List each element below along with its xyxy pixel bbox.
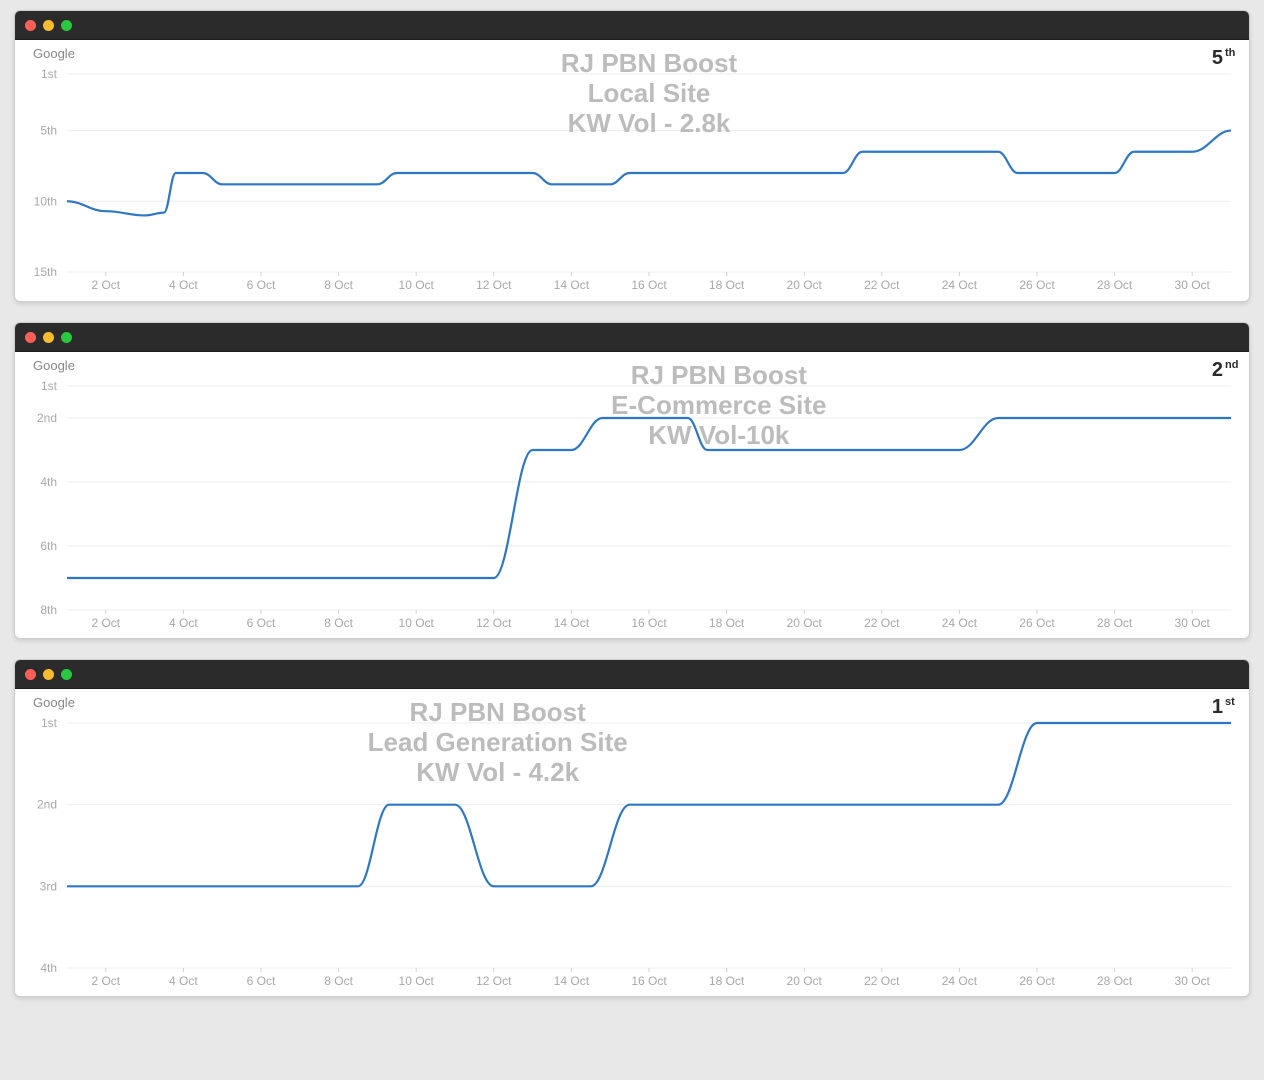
titlebar: [15, 11, 1249, 40]
x-tick-label: 28 Oct: [1097, 616, 1133, 630]
rank-badge-suffix: nd: [1225, 359, 1238, 371]
x-tick-label: 18 Oct: [709, 616, 745, 630]
minimize-icon[interactable]: [43, 332, 54, 343]
x-tick-label: 6 Oct: [247, 974, 276, 988]
source-label: Google: [33, 46, 75, 61]
x-tick-label: 6 Oct: [247, 616, 276, 630]
y-tick-label: 8th: [40, 603, 57, 617]
x-tick-label: 22 Oct: [864, 974, 900, 988]
x-tick-label: 26 Oct: [1019, 616, 1055, 630]
watermark-line: KW Vol-10k: [648, 420, 790, 450]
x-tick-label: 2 Oct: [91, 974, 120, 988]
x-tick-label: 14 Oct: [554, 616, 590, 630]
rank-badge-number: 5: [1212, 47, 1223, 69]
x-tick-label: 18 Oct: [709, 278, 745, 292]
x-tick-label: 22 Oct: [864, 616, 900, 630]
y-tick-label: 3rd: [40, 879, 57, 893]
watermark-line: RJ PBN Boost: [410, 697, 587, 727]
window-panel-ecom: 1st 2nd 4th 6th 8th 2 Oct 4 Oct 6 Oct 8 Oct 10 Oc…: [14, 322, 1250, 639]
titlebar: [15, 323, 1249, 352]
maximize-icon[interactable]: [61, 669, 72, 680]
y-tick-label: 1st: [41, 379, 58, 393]
window-panel-leadgen: 1st2nd3rd4th2 Oct4 Oct6 Oct8 Oct10 Oct12…: [14, 659, 1250, 997]
chart-area: 1st 2nd 4th 6th 8th 2 Oct 4 Oct 6 Oct 8 Oct 10 Oc…: [15, 352, 1249, 636]
x-tick-label: 30 Oct: [1175, 278, 1211, 292]
titlebar: [15, 660, 1249, 689]
chart-area: 1st2nd3rd4th2 Oct4 Oct6 Oct8 Oct10 Oct12…: [15, 689, 1249, 994]
watermark-line: RJ PBN Boost: [631, 360, 808, 390]
y-tick-label: 4th: [40, 475, 57, 489]
y-tick-label: 2nd: [37, 411, 57, 425]
x-tick-label: 14 Oct: [554, 278, 590, 292]
maximize-icon[interactable]: [61, 332, 72, 343]
x-tick-label: 18 Oct: [709, 974, 745, 988]
minimize-icon[interactable]: [43, 20, 54, 31]
x-tick-label: 12 Oct: [476, 616, 512, 630]
watermark-line: RJ PBN Boost: [561, 48, 738, 78]
x-tick-label: 12 Oct: [476, 974, 512, 988]
watermark-line: Local Site: [588, 78, 711, 108]
y-tick-label: 5th: [40, 124, 57, 138]
x-tick-label: 10 Oct: [399, 278, 435, 292]
x-tick-label: 24 Oct: [942, 974, 978, 988]
minimize-icon[interactable]: [43, 669, 54, 680]
x-tick-label: 22 Oct: [864, 278, 900, 292]
y-tick-label: 1st: [41, 67, 58, 81]
x-tick-label: 28 Oct: [1097, 278, 1133, 292]
x-tick-label: 16 Oct: [631, 278, 667, 292]
y-tick-label: 10th: [34, 194, 57, 208]
x-tick-label: 4 Oct: [169, 278, 198, 292]
x-tick-label: 10 Oct: [399, 974, 435, 988]
y-tick-label: 6th: [40, 539, 57, 553]
x-tick-label: 26 Oct: [1019, 974, 1055, 988]
y-tick-label: 4th: [40, 961, 57, 975]
x-tick-label: 26 Oct: [1019, 278, 1055, 292]
close-icon[interactable]: [25, 669, 36, 680]
maximize-icon[interactable]: [61, 20, 72, 31]
x-tick-label: 24 Oct: [942, 278, 978, 292]
x-tick-label: 20 Oct: [787, 974, 823, 988]
x-tick-label: 20 Oct: [787, 278, 823, 292]
x-tick-label: 14 Oct: [554, 974, 590, 988]
x-tick-label: 2 Oct: [91, 616, 120, 630]
x-tick-label: 8 Oct: [324, 616, 353, 630]
x-tick-label: 8 Oct: [324, 974, 353, 988]
watermark-line: Lead Generation Site: [368, 727, 628, 757]
watermark-line: E-Commerce Site: [611, 390, 826, 420]
x-tick-label: 2 Oct: [91, 278, 120, 292]
watermark-line: KW Vol - 2.8k: [568, 108, 731, 138]
x-tick-label: 30 Oct: [1175, 974, 1211, 988]
y-tick-label: 2nd: [37, 798, 57, 812]
x-tick-label: 28 Oct: [1097, 974, 1133, 988]
rank-badge-number: 1: [1212, 696, 1223, 718]
close-icon[interactable]: [25, 332, 36, 343]
source-label: Google: [33, 695, 75, 710]
rank-badge-suffix: st: [1225, 696, 1235, 708]
watermark-line: KW Vol - 4.2k: [416, 757, 579, 787]
x-tick-label: 12 Oct: [476, 278, 512, 292]
x-tick-label: 24 Oct: [942, 616, 978, 630]
y-tick-label: 1st: [41, 716, 58, 730]
x-tick-label: 16 Oct: [631, 616, 667, 630]
x-tick-label: 16 Oct: [631, 974, 667, 988]
window-panel-local: 1st 5th 10th 15th 2 Oct 4 Oct 6 Oct 8 Oct 10 Oct…: [14, 10, 1250, 302]
x-tick-label: 20 Oct: [787, 616, 823, 630]
x-tick-label: 6 Oct: [247, 278, 276, 292]
y-tick-label: 15th: [34, 265, 57, 279]
x-tick-label: 4 Oct: [169, 616, 198, 630]
x-tick-label: 8 Oct: [324, 278, 353, 292]
rank-badge-suffix: th: [1225, 47, 1236, 59]
source-label: Google: [33, 358, 75, 373]
rank-series-line: [67, 131, 1231, 216]
rank-badge-number: 2: [1212, 359, 1223, 381]
chart-area: 1st 5th 10th 15th 2 Oct 4 Oct 6 Oct 8 Oct 10 Oct…: [15, 40, 1249, 298]
x-tick-label: 10 Oct: [399, 616, 435, 630]
x-tick-label: 4 Oct: [169, 974, 198, 988]
close-icon[interactable]: [25, 20, 36, 31]
x-tick-label: 30 Oct: [1175, 616, 1211, 630]
